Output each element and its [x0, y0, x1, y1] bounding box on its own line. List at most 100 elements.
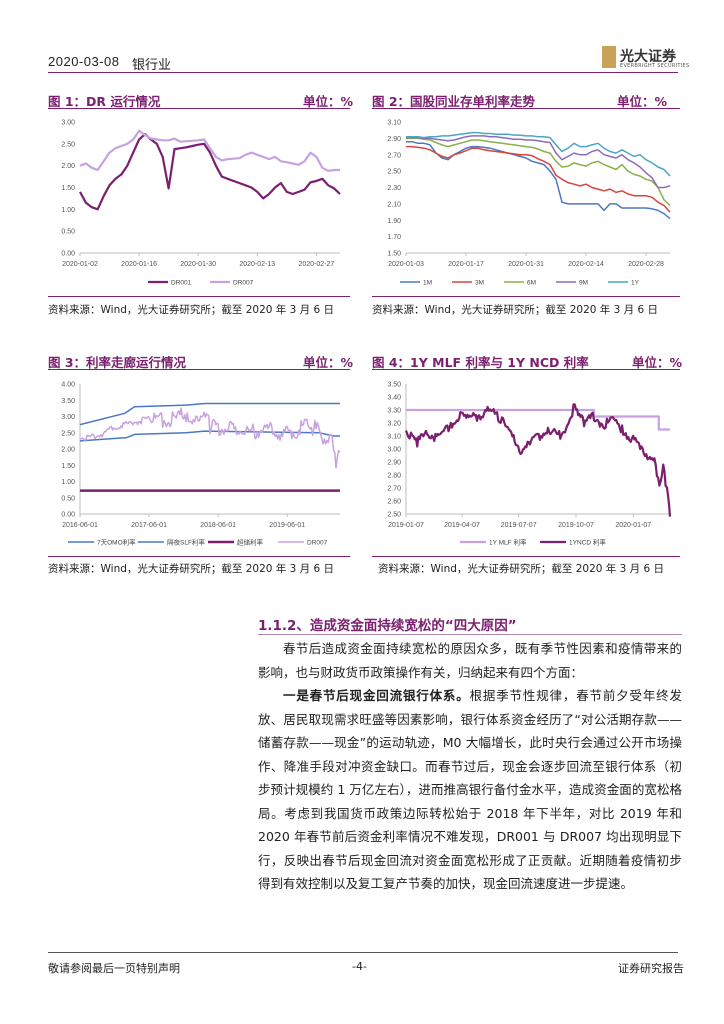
y-tick-label: 2.00 [61, 447, 75, 454]
y-tick-label: 2.50 [387, 512, 401, 519]
x-tick-label: 2019-10-07 [558, 522, 594, 529]
figure-2-title-rule [372, 108, 680, 109]
figure-2-chart: 1.50 1.70 1.90 2.10 2.30 2.50 2.70 2.90 3.10 2020… [387, 120, 671, 287]
x-tick-label: 2020-01-07 [615, 522, 651, 529]
figure-3-unit: 单位：% [303, 355, 354, 370]
y-tick-label: 1.70 [387, 234, 401, 241]
x-tick-label: 2016-06-01 [62, 522, 98, 529]
series-line-DR007 [79, 407, 341, 469]
y-tick-label: 3.30 [387, 408, 401, 415]
y-tick-label: 1.50 [61, 463, 75, 470]
figure-4-source: 资料来源：Wind，光大证券研究所；截至 2020 年 3 月 6 日 [378, 563, 664, 575]
legend-label: DR001 [171, 280, 192, 287]
series-line-1Y [406, 131, 671, 177]
legend-label: 1Y [631, 280, 640, 287]
series-line-3M [406, 145, 671, 213]
y-tick-label: 3.00 [61, 414, 75, 421]
figure-1-unit: 单位：% [303, 94, 354, 109]
x-tick-label: 2019-04-07 [444, 522, 480, 529]
figure-2-title: 图 2：国股同业存单利率走势 [372, 94, 536, 109]
x-tick-label: 2020-01-17 [448, 261, 484, 268]
figure-3-title-rule [48, 369, 350, 370]
y-tick-label: 2.00 [61, 163, 75, 170]
y-tick-label: 2.70 [387, 486, 401, 493]
paragraph-intro: 春节后造成资金面持续宽松的原因众多，既有季节性因素和疫情带来的影响，也与财政货币… [258, 641, 682, 680]
figure-4-title-rule [372, 369, 680, 370]
figure-1-title-rule [48, 108, 350, 109]
x-tick-label: 2020-02-13 [239, 261, 275, 268]
y-tick-label: 1.00 [61, 207, 75, 214]
section-heading: 1.1.2、造成资金面持续宽松的“四大原因” [258, 618, 517, 634]
y-tick-label: 1.00 [61, 479, 75, 486]
x-tick-label: 2020-02-28 [628, 261, 664, 268]
y-tick-label: 2.10 [387, 201, 401, 208]
series-line-1YNCD 利率 [404, 403, 672, 517]
y-tick-label: 2.90 [387, 460, 401, 467]
legend-label: 隔夜SLF利率 [167, 538, 205, 547]
footer-report-type: 证券研究报告 [618, 962, 684, 975]
legend-label: 1Y MLF 利率 [489, 538, 527, 547]
x-tick-label: 2020-02-14 [568, 261, 604, 268]
figure-4-title: 图 4：1Y MLF 利率与 1Y NCD 利率 [372, 355, 589, 370]
legend-label: DR007 [307, 540, 328, 547]
legend-label: 6M [527, 280, 536, 287]
y-tick-label: 2.50 [61, 141, 75, 148]
figure-3-chart: 0.00 0.50 1.00 1.50 2.00 2.50 3.00 3.50 4.00 2016… [61, 382, 341, 547]
figure-4-bottom-rule [372, 556, 680, 557]
paragraph-reason-one: 一是春节后现金回流银行体系。根据季节性规律，春节前夕受年终发放、居民取现需求旺盛… [258, 684, 682, 896]
brand-logo-mark [602, 46, 616, 68]
page-number: -4- [352, 960, 367, 973]
figure-1-bottom-rule [48, 296, 350, 297]
paragraph-lead: 一是春节后现金回流银行体系。 [283, 688, 470, 703]
x-tick-label: 2020-01-03 [388, 261, 424, 268]
paragraph-body: 根据季节性规律，春节前夕受年终发放、居民取现需求旺盛等因素影响，银行体系资金经历… [258, 688, 682, 891]
x-tick-label: 2020-01-31 [508, 261, 544, 268]
legend-label: 7天OMO利率 [97, 538, 136, 547]
section-heading-rule [258, 634, 682, 635]
report-date: 2020-03-08 [48, 54, 120, 69]
y-tick-label: 0.50 [61, 495, 75, 502]
y-tick-label: 2.90 [387, 136, 401, 143]
legend-label: DR007 [233, 280, 254, 287]
x-tick-label: 2018-06-01 [200, 522, 236, 529]
figure-4-unit: 单位：% [632, 355, 683, 370]
series-line-6M [406, 137, 671, 207]
x-tick-label: 2020-01-16 [121, 261, 157, 268]
y-tick-label: 3.10 [387, 120, 401, 127]
y-tick-label: 2.70 [387, 152, 401, 159]
figure-2-bottom-rule [372, 296, 680, 297]
y-tick-label: 0.50 [61, 229, 75, 236]
x-tick-label: 2019-01-07 [388, 522, 424, 529]
y-tick-label: 2.80 [387, 473, 401, 480]
x-tick-label: 2020-01-30 [180, 261, 216, 268]
series-line-隔夜SLF利率 [79, 402, 340, 426]
y-tick-label: 2.50 [387, 169, 401, 176]
y-tick-label: 3.00 [387, 447, 401, 454]
series-line-9M [406, 135, 671, 189]
figure-3-source: 资料来源：Wind，光大证券研究所；截至 2020 年 3 月 6 日 [48, 563, 334, 575]
figure-2-unit: 单位：% [617, 94, 668, 109]
y-tick-label: 3.50 [61, 398, 75, 405]
y-tick-label: 3.20 [387, 421, 401, 428]
brand-logo-text: 光大证券 [620, 49, 676, 65]
figure-2-source: 资料来源：Wind，光大证券研究所；截至 2020 年 3 月 6 日 [372, 304, 658, 316]
footer-disclaimer: 敬请参阅最后一页特别声明 [48, 962, 180, 975]
figure-3-title: 图 3：利率走廊运行情况 [48, 355, 187, 370]
y-tick-label: 3.50 [387, 382, 401, 389]
x-tick-label: 2020-02-27 [298, 261, 334, 268]
series-line-DR007 [79, 129, 340, 172]
y-tick-label: 2.50 [61, 430, 75, 437]
series-line-1Y MLF 利率 [406, 408, 670, 431]
legend-label: 9M [579, 280, 588, 287]
y-tick-label: 1.50 [61, 185, 75, 192]
figure-1-chart: 0.00 0.50 1.00 1.50 2.00 2.50 3.00 2020-01-02 20… [61, 120, 341, 287]
series-line-1M [406, 140, 671, 220]
y-tick-label: 2.60 [387, 499, 401, 506]
figure-1-source: 资料来源：Wind，光大证券研究所；截至 2020 年 3 月 6 日 [48, 304, 334, 316]
header-rule [48, 72, 678, 73]
legend-label: 3M [475, 280, 484, 287]
x-tick-label: 2019-06-01 [269, 522, 305, 529]
y-tick-label: 1.90 [387, 218, 401, 225]
figure-3-bottom-rule [48, 556, 350, 557]
legend-label: 超储利率 [237, 538, 264, 547]
